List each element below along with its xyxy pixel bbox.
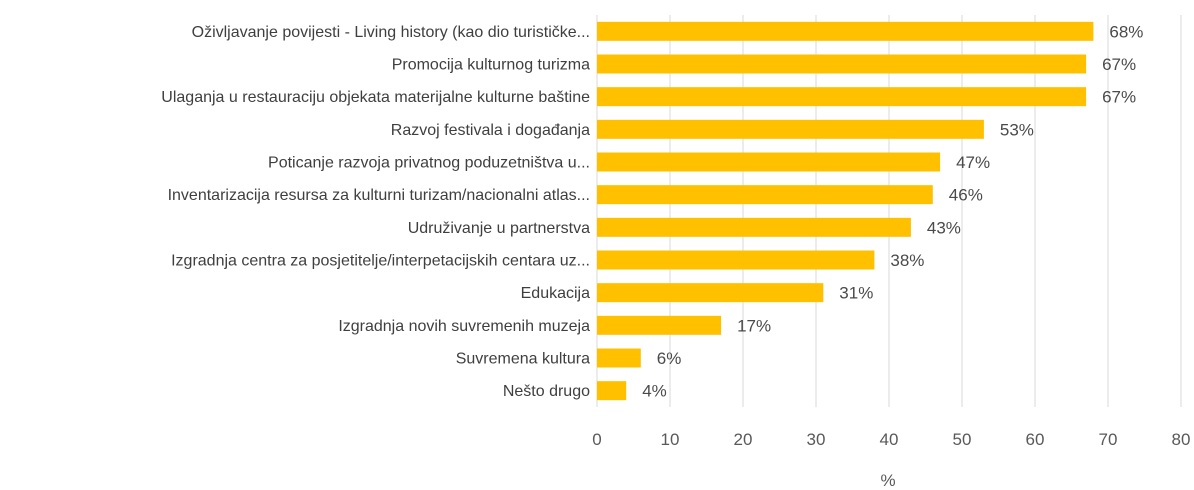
bar [597, 283, 824, 303]
data-label: 53% [1000, 120, 1034, 139]
x-tick-label: 50 [953, 430, 972, 449]
category-label: Edukacija [521, 285, 590, 302]
x-tick-label: 0 [592, 430, 601, 449]
category-label: Oživljavanje povijesti - Living history … [192, 24, 590, 41]
category-label: Suvremena kultura [456, 351, 590, 368]
category-label: Inventarizacija resursa za kulturni turi… [168, 187, 590, 204]
value-labels: 68% 67% 67% 53% 47% 46% 43%38% 31% 17% 6% 4% [642, 22, 1143, 400]
data-label: 46% [949, 186, 983, 205]
bar [597, 87, 1087, 107]
data-label: 67% [1102, 55, 1136, 74]
x-tick-label: 80 [1172, 430, 1191, 449]
bar [597, 250, 875, 270]
category-label: Udruživanje u partnerstva [408, 220, 590, 237]
data-label: 17% [737, 316, 771, 335]
bar [597, 54, 1087, 74]
category-label: Ulaganja u restauraciju objekata materij… [161, 89, 590, 106]
x-tick-label: 60 [1026, 430, 1045, 449]
data-label: 38% [890, 251, 924, 270]
bar [597, 21, 1094, 41]
x-tick-label: 70 [1099, 430, 1118, 449]
category-label: Izgradnja novih suvremenih muzeja [338, 318, 590, 335]
bar [597, 217, 911, 237]
x-tick-label: 10 [661, 430, 680, 449]
bar [597, 185, 933, 205]
category-labels: Oživljavanje povijesti - Living history … [161, 24, 590, 400]
category-label: Izgradnja centra za posjetitelje/interpe… [171, 253, 590, 270]
data-label: 68% [1109, 22, 1143, 41]
category-label: Promocija kulturnog turizma [392, 57, 590, 74]
gridlines [596, 15, 1182, 407]
x-axis-ticks: 0 10 20 30 40 50 60 70 80 [592, 430, 1190, 449]
bars [597, 21, 1094, 401]
data-label: 4% [642, 382, 667, 401]
data-label: 43% [927, 218, 961, 237]
bar [597, 348, 641, 368]
x-tick-label: 40 [880, 430, 899, 449]
data-label: 67% [1102, 88, 1136, 107]
category-label: Poticanje razvoja privatnog poduzetništv… [268, 155, 590, 172]
bar [597, 381, 627, 401]
category-label: Nešto drugo [503, 383, 590, 400]
bar [597, 315, 722, 335]
x-tick-label: 20 [734, 430, 753, 449]
category-label: Razvoj festivala i događanja [391, 122, 590, 139]
bar [597, 152, 941, 172]
x-tick-label: 30 [807, 430, 826, 449]
x-axis-title: % [880, 471, 895, 490]
data-label: 47% [956, 153, 990, 172]
bar [597, 119, 984, 139]
data-label: 6% [657, 349, 682, 368]
data-label: 31% [839, 284, 873, 303]
